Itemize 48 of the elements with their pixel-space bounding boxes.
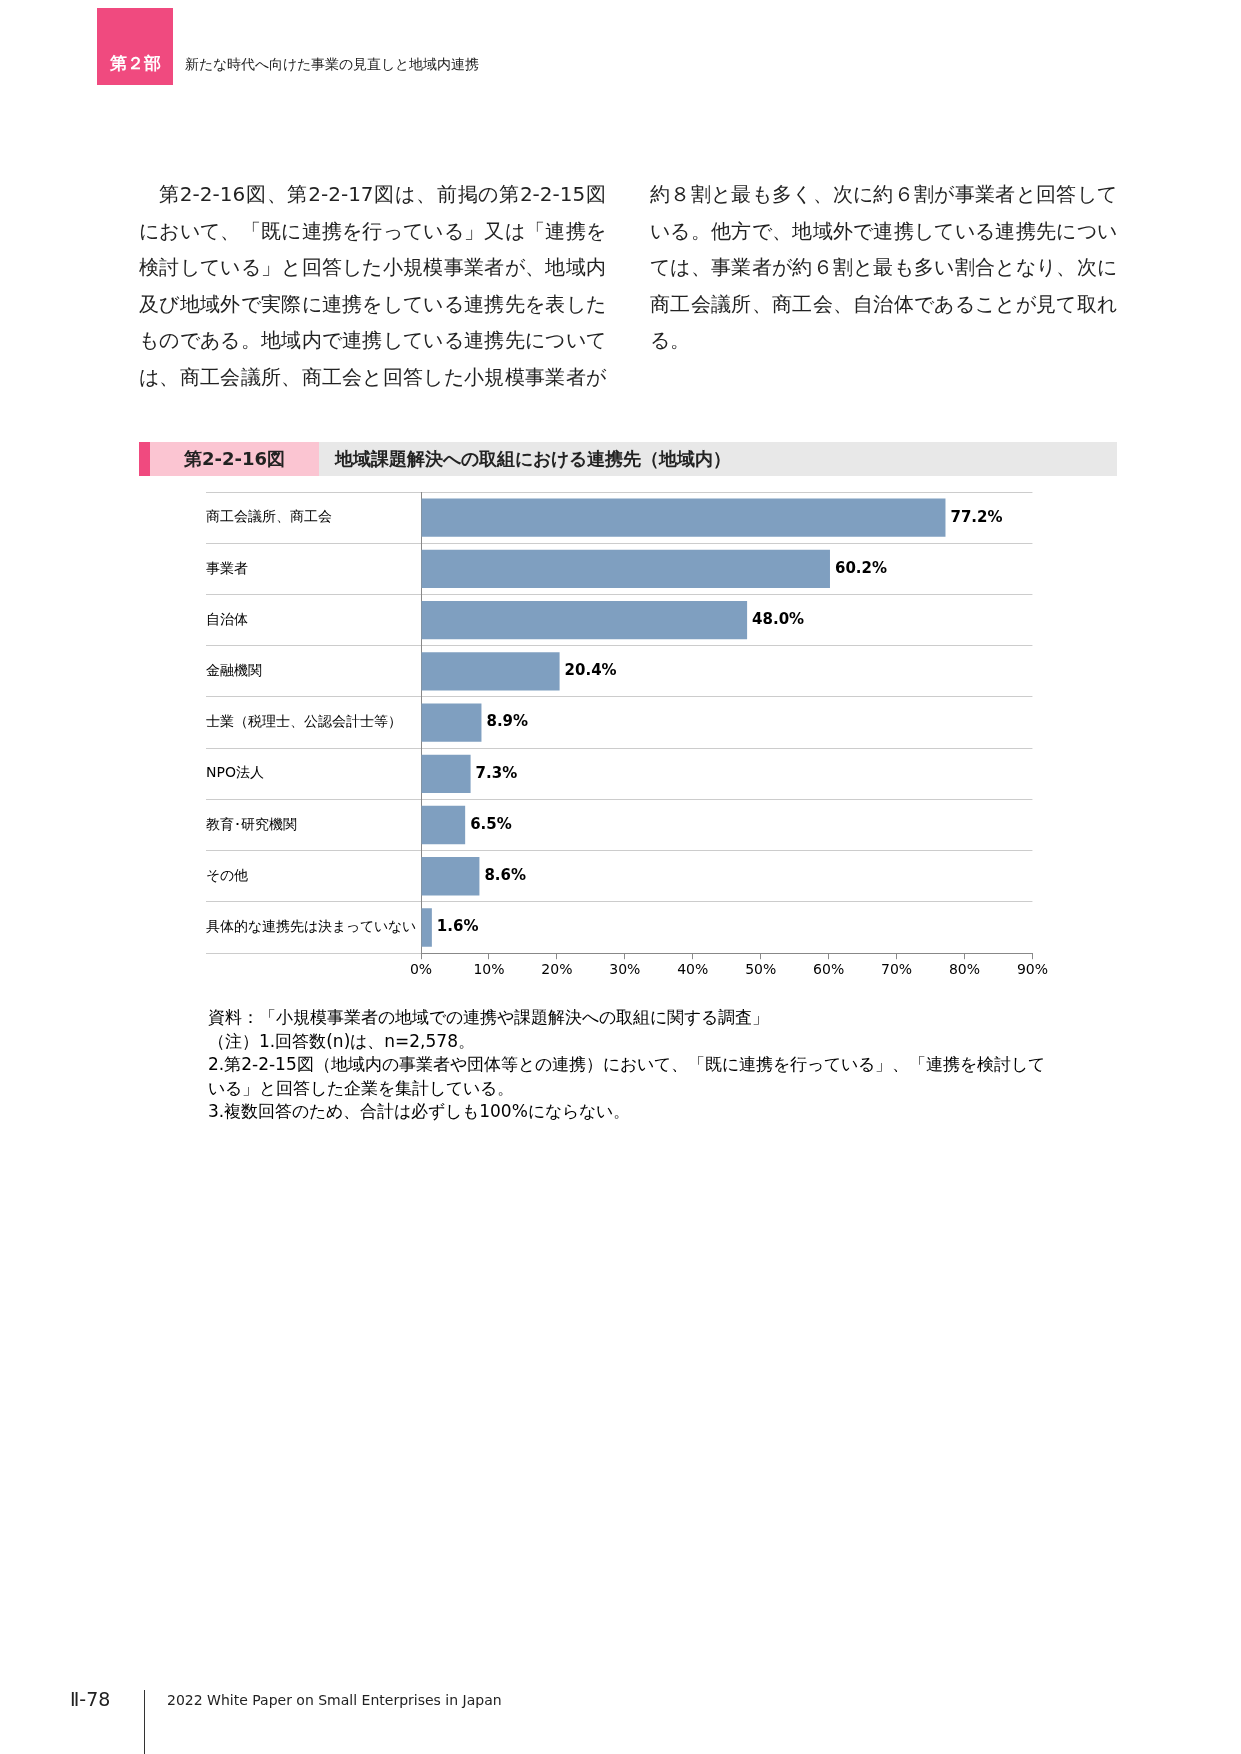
y-tick-label: 事業者 <box>206 559 248 576</box>
y-tick-label: 金融機関 <box>206 662 262 678</box>
bar <box>421 908 432 947</box>
y-tick-label: 商工会議所、商工会 <box>206 508 332 525</box>
data-label: 20.4% <box>564 661 617 680</box>
text: 第2-2-16図、第2-2-17図は、前掲の第2-2-15図において、「既に連携を行っている」又は「連携を検討している」と回答した小規模事業者が、地域内及び地域外で実際に連携をしている連携先を表したものである。地域内で連携している連携先については、商工会議所、商工会と回答した小規模事業者が約８割と最も多く、次に約６割が事業者と回答している。他方で、地域外で連携している連携先については、事業者が約６割と最も多い割合となり、次に商工会議所、商工会、自治体であることが見て取れる。 <box>139 182 1117 389</box>
x-tick-label: 0% <box>409 961 433 978</box>
y-tick-label: その他 <box>206 866 248 883</box>
x-tick-label: 70% <box>881 961 913 978</box>
bar <box>421 754 471 794</box>
data-label: 48.0% <box>752 610 805 628</box>
data-label: 1.6% <box>436 917 479 936</box>
bar <box>421 652 560 691</box>
x-tick-label: 60% <box>813 961 845 978</box>
bar <box>421 857 480 896</box>
text: 新たな時代へ向けた事業の見直しと地域内連携 <box>185 56 479 74</box>
text: 資料：「小規模事業者の地域での連携や課題解決への取組に関する調査」 <box>208 1006 770 1029</box>
bar <box>421 805 466 845</box>
text: （注）1.回答数(n)は、n=2,578。 <box>208 1029 476 1053</box>
bar <box>421 549 830 589</box>
data-label: 8.9% <box>486 712 529 731</box>
y-tick-label: 自治体 <box>206 610 248 627</box>
data-label: 60.2% <box>834 558 888 577</box>
x-tick-label: 80% <box>948 961 981 978</box>
chart-title: 地域課題解決への取組における連携先（地域内） <box>335 447 731 471</box>
text: 2022 White Paper on Small Enterprises in Japan <box>167 1692 502 1708</box>
y-tick-label: NPO法人 <box>206 764 264 781</box>
x-tick-label: 40% <box>677 961 709 978</box>
x-tick-label: 30% <box>609 961 641 978</box>
data-label: 7.3% <box>475 763 518 782</box>
y-tick-label: 士業（税理士、公認会計士等） <box>206 713 402 730</box>
bar <box>421 498 946 537</box>
data-label: 77.2% <box>950 507 1003 526</box>
data-label: 6.5% <box>470 814 512 833</box>
text: 3.複数回答のため、合計は必ずしも100%にならない。 <box>208 1100 631 1123</box>
text: 2.第2-2-15図（地域内の事業者や団体等との連携）において、「既に連携を行っている」、「連携を検討している」と回答した企業を集計している。 <box>208 1053 1046 1100</box>
y-tick-label: 具体的な連携先は決まっていない <box>206 918 416 935</box>
bar <box>421 703 482 742</box>
text: Ⅱ-78 <box>70 1688 111 1710</box>
x-tick-label: 50% <box>745 961 777 978</box>
bar <box>421 600 748 640</box>
text: 第２部 <box>109 52 161 75</box>
x-tick-label: 20% <box>541 961 573 978</box>
text: 第2-2-16図 <box>150 442 319 476</box>
data-label: 8.6% <box>484 866 527 885</box>
y-tick-label: 教育･研究機関 <box>206 815 297 832</box>
x-tick-label: 90% <box>1016 961 1048 978</box>
x-tick-label: 10% <box>473 961 505 978</box>
